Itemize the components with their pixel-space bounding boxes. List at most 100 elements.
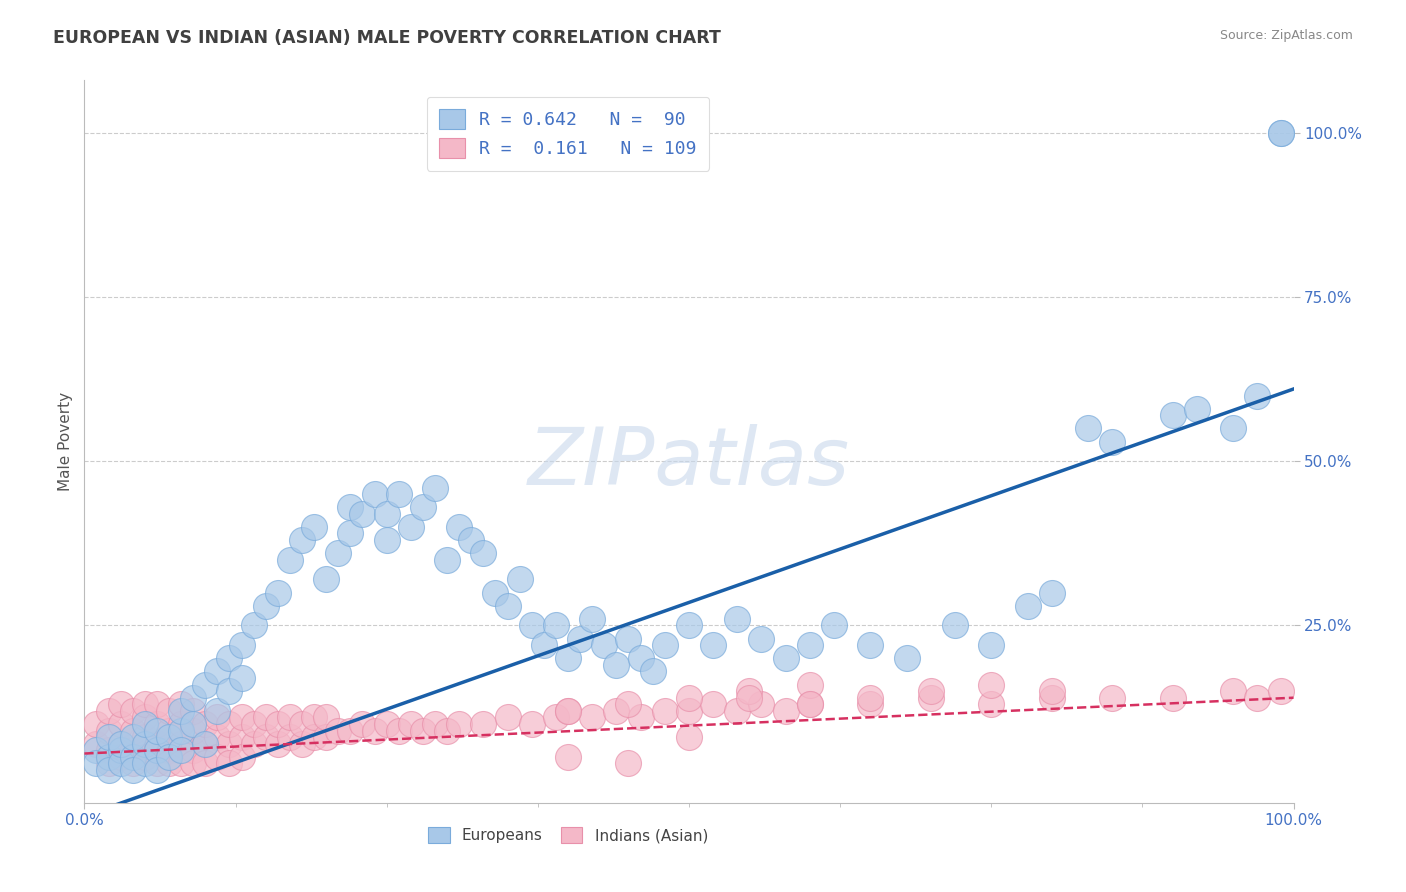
- Point: [678, 618, 700, 632]
- Point: [194, 737, 217, 751]
- Point: [110, 717, 132, 731]
- Point: [134, 717, 156, 731]
- Point: [1246, 388, 1268, 402]
- Point: [363, 723, 385, 738]
- Point: [557, 749, 579, 764]
- Point: [242, 717, 264, 731]
- Point: [1161, 409, 1184, 423]
- Point: [291, 717, 314, 731]
- Point: [725, 612, 748, 626]
- Point: [86, 756, 108, 771]
- Point: [352, 717, 374, 731]
- Point: [181, 704, 204, 718]
- Point: [509, 573, 531, 587]
- Point: [121, 704, 143, 718]
- Point: [181, 717, 204, 731]
- Point: [207, 730, 229, 744]
- Point: [1040, 690, 1063, 705]
- Point: [97, 730, 120, 744]
- Point: [1101, 434, 1123, 449]
- Point: [86, 743, 108, 757]
- Point: [97, 749, 120, 764]
- Point: [496, 710, 519, 724]
- Point: [544, 618, 567, 632]
- Point: [859, 698, 882, 712]
- Point: [449, 520, 471, 534]
- Point: [496, 599, 519, 613]
- Point: [1040, 684, 1063, 698]
- Point: [363, 487, 385, 501]
- Point: [231, 638, 253, 652]
- Point: [399, 717, 422, 731]
- Point: [678, 690, 700, 705]
- Point: [157, 756, 180, 771]
- Point: [678, 730, 700, 744]
- Point: [278, 710, 301, 724]
- Point: [97, 763, 120, 777]
- Point: [97, 704, 120, 718]
- Point: [678, 704, 700, 718]
- Text: EUROPEAN VS INDIAN (ASIAN) MALE POVERTY CORRELATION CHART: EUROPEAN VS INDIAN (ASIAN) MALE POVERTY …: [53, 29, 721, 46]
- Point: [134, 730, 156, 744]
- Point: [859, 638, 882, 652]
- Point: [980, 677, 1002, 691]
- Point: [170, 698, 193, 712]
- Point: [1040, 585, 1063, 599]
- Point: [302, 520, 325, 534]
- Point: [97, 756, 120, 771]
- Point: [799, 677, 821, 691]
- Point: [339, 723, 361, 738]
- Point: [1101, 690, 1123, 705]
- Point: [339, 526, 361, 541]
- Point: [328, 723, 350, 738]
- Point: [630, 651, 652, 665]
- Point: [110, 737, 132, 751]
- Point: [121, 723, 143, 738]
- Point: [146, 756, 169, 771]
- Point: [194, 677, 217, 691]
- Point: [121, 730, 143, 744]
- Point: [242, 737, 264, 751]
- Point: [134, 698, 156, 712]
- Point: [86, 737, 108, 751]
- Point: [86, 717, 108, 731]
- Point: [630, 710, 652, 724]
- Point: [157, 743, 180, 757]
- Point: [302, 730, 325, 744]
- Point: [170, 756, 193, 771]
- Point: [121, 763, 143, 777]
- Point: [170, 717, 193, 731]
- Point: [605, 704, 627, 718]
- Point: [97, 723, 120, 738]
- Point: [231, 749, 253, 764]
- Point: [484, 585, 506, 599]
- Point: [278, 730, 301, 744]
- Point: [218, 717, 240, 731]
- Point: [738, 684, 761, 698]
- Point: [207, 704, 229, 718]
- Point: [315, 573, 337, 587]
- Point: [1270, 126, 1292, 140]
- Point: [943, 618, 966, 632]
- Point: [412, 723, 434, 738]
- Point: [254, 710, 277, 724]
- Point: [315, 730, 337, 744]
- Text: ZIPatlas: ZIPatlas: [527, 425, 851, 502]
- Y-axis label: Male Poverty: Male Poverty: [58, 392, 73, 491]
- Point: [980, 638, 1002, 652]
- Point: [352, 507, 374, 521]
- Point: [242, 618, 264, 632]
- Point: [375, 507, 398, 521]
- Point: [194, 756, 217, 771]
- Point: [1161, 690, 1184, 705]
- Point: [775, 704, 797, 718]
- Point: [231, 710, 253, 724]
- Point: [581, 612, 603, 626]
- Point: [533, 638, 555, 652]
- Text: Source: ZipAtlas.com: Source: ZipAtlas.com: [1219, 29, 1353, 42]
- Point: [859, 690, 882, 705]
- Point: [980, 698, 1002, 712]
- Point: [617, 698, 640, 712]
- Legend: Europeans, Indians (Asian): Europeans, Indians (Asian): [422, 821, 714, 849]
- Point: [654, 638, 676, 652]
